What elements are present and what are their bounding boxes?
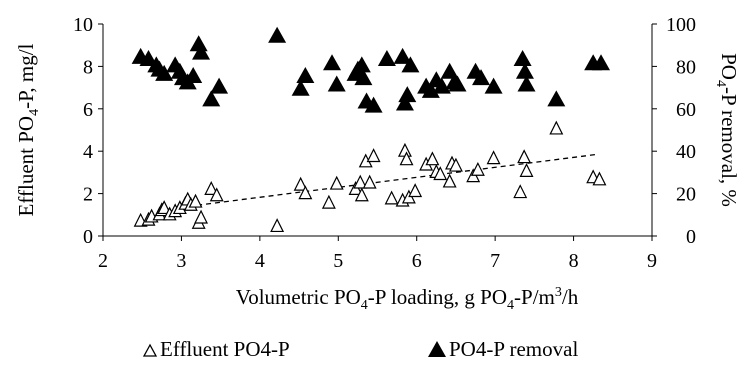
removal-point bbox=[296, 67, 315, 83]
y-right-tick-label: 80 bbox=[676, 56, 696, 78]
removal-point bbox=[139, 50, 158, 67]
removal-point bbox=[192, 43, 211, 60]
x-tick-label: 5 bbox=[333, 250, 343, 272]
removal-point bbox=[327, 75, 346, 92]
legend: Effluent PO4-P PO4-P removal bbox=[142, 337, 578, 361]
effluent-point bbox=[442, 173, 457, 188]
effluent-point bbox=[397, 142, 412, 157]
y-right-tick-label: 100 bbox=[666, 14, 696, 36]
y-left-tick-label: 10 bbox=[73, 14, 93, 36]
removal-point bbox=[155, 64, 174, 81]
effluent-point bbox=[470, 161, 485, 176]
removal-point bbox=[393, 47, 412, 64]
x-tick-label: 7 bbox=[490, 250, 500, 272]
legend-filled-triangle-icon bbox=[428, 341, 446, 357]
effluent-point bbox=[353, 174, 368, 189]
removal-point bbox=[268, 26, 287, 43]
legend-label-removal: PO4-P removal bbox=[449, 337, 578, 361]
y-right-tick-label: 0 bbox=[686, 226, 696, 248]
y-left-tick-label: 2 bbox=[83, 184, 93, 206]
removal-point bbox=[184, 67, 203, 83]
y-right-tick-label: 60 bbox=[676, 99, 696, 121]
effluent-point bbox=[293, 176, 308, 191]
y-axis-right-title: PO4-P removal, % bbox=[713, 53, 741, 207]
removal-point bbox=[377, 50, 396, 67]
removal-point bbox=[401, 56, 420, 73]
y-left-tick-label: 4 bbox=[83, 141, 93, 163]
effluent-point bbox=[517, 149, 532, 164]
effluent-point bbox=[549, 120, 564, 135]
y-left-tick-label: 6 bbox=[83, 99, 93, 121]
removal-point bbox=[484, 77, 503, 94]
removal-point bbox=[189, 35, 208, 52]
removal-point bbox=[364, 96, 383, 113]
removal-point bbox=[291, 79, 310, 96]
removal-point bbox=[421, 81, 440, 98]
effluent-point bbox=[354, 187, 369, 202]
y-left-tick-label: 0 bbox=[83, 226, 93, 248]
removal-point bbox=[592, 54, 611, 71]
effluent-point bbox=[194, 209, 209, 224]
legend-label-effluent: Effluent PO4-P bbox=[160, 337, 290, 361]
x-tick-label: 8 bbox=[569, 250, 579, 272]
removal-point bbox=[472, 69, 491, 86]
x-axis-title: Volumetric PO4-P loading, g PO4-P/m3/h bbox=[236, 285, 579, 313]
effluent-point bbox=[433, 166, 448, 181]
removal-point bbox=[448, 75, 467, 92]
removal-point bbox=[432, 77, 451, 94]
effluent-trendline bbox=[197, 153, 598, 206]
y-axis-left-title: Effluent PO4-P, mg/l bbox=[14, 43, 42, 216]
legend-open-triangle-icon bbox=[142, 343, 158, 357]
x-tick-label: 9 bbox=[647, 250, 657, 272]
effluent-point bbox=[399, 151, 414, 166]
removal-point bbox=[515, 62, 534, 79]
effluent-point bbox=[448, 157, 463, 172]
effluent-point bbox=[209, 187, 224, 202]
effluent-point bbox=[298, 185, 313, 200]
removal-point bbox=[354, 69, 373, 86]
x-tick-label: 2 bbox=[98, 250, 108, 272]
y-left-tick-label: 8 bbox=[83, 56, 93, 78]
effluent-point bbox=[408, 183, 423, 198]
effluent-point bbox=[425, 151, 440, 166]
effluent-point bbox=[366, 148, 381, 163]
y-right-tick-label: 40 bbox=[676, 141, 696, 163]
effluent-point bbox=[321, 194, 336, 209]
removal-point bbox=[202, 90, 221, 107]
x-tick-label: 6 bbox=[412, 250, 422, 272]
removal-point bbox=[395, 94, 414, 111]
x-tick-label: 3 bbox=[176, 250, 186, 272]
effluent-point bbox=[157, 200, 172, 215]
effluent-point bbox=[384, 190, 399, 205]
removal-point bbox=[398, 86, 417, 103]
removal-point bbox=[323, 54, 342, 71]
effluent-point bbox=[486, 150, 501, 165]
effluent-point bbox=[270, 218, 285, 233]
x-tick-label: 4 bbox=[255, 250, 265, 272]
effluent-point bbox=[592, 171, 607, 186]
y-right-tick-label: 20 bbox=[676, 184, 696, 206]
removal-point bbox=[517, 75, 536, 92]
removal-point bbox=[210, 77, 229, 94]
removal-point bbox=[547, 90, 566, 107]
effluent-point bbox=[188, 193, 203, 208]
effluent-point bbox=[204, 181, 219, 195]
effluent-point bbox=[513, 184, 528, 199]
removal-point bbox=[352, 56, 371, 73]
removal-point bbox=[513, 50, 532, 67]
effluent-point bbox=[329, 175, 344, 190]
effluent-point bbox=[519, 162, 534, 177]
effluent-point bbox=[362, 174, 377, 189]
